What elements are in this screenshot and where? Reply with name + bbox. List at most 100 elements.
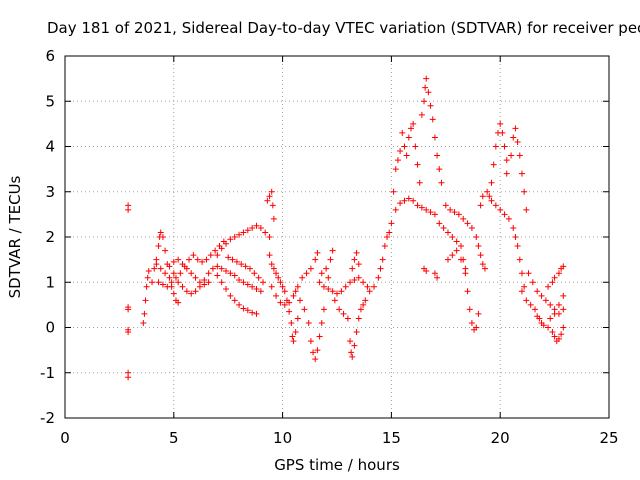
data-point: [312, 256, 319, 263]
y-tick-label: 6: [45, 47, 55, 65]
data-point: [212, 247, 219, 254]
data-point: [125, 374, 132, 381]
data-point: [188, 290, 195, 297]
data-point: [466, 306, 473, 313]
data-point: [377, 265, 384, 272]
data-point: [325, 286, 332, 293]
data-point: [340, 310, 347, 317]
data-point: [266, 252, 273, 259]
data-point: [510, 134, 517, 141]
data-point: [357, 306, 364, 313]
data-point: [166, 263, 173, 270]
data-point: [464, 288, 471, 295]
data-point: [246, 265, 253, 272]
data-point: [155, 243, 162, 250]
data-point: [375, 274, 382, 281]
data-point: [342, 283, 349, 290]
x-tick-label: 5: [169, 429, 179, 447]
data-point: [427, 209, 434, 216]
data-point: [516, 152, 523, 159]
data-point: [481, 265, 488, 272]
data-point: [205, 270, 212, 277]
data-point: [455, 211, 462, 218]
data-point: [353, 329, 360, 336]
data-point: [473, 324, 480, 331]
data-point: [201, 276, 208, 283]
data-point: [181, 263, 188, 270]
data-point: [460, 215, 467, 222]
data-point: [231, 234, 238, 240]
data-point: [168, 279, 175, 286]
data-point: [486, 193, 493, 200]
data-point: [316, 333, 323, 340]
data-point: [223, 286, 230, 293]
data-point: [421, 98, 428, 105]
data-point: [231, 272, 238, 279]
data-point: [164, 283, 171, 290]
data-point: [370, 283, 377, 290]
y-tick-label: 4: [45, 138, 55, 156]
data-point: [444, 256, 451, 263]
y-tick-label: 0: [45, 319, 55, 337]
data-point: [366, 288, 373, 295]
data-point: [179, 283, 186, 290]
x-axis-label: GPS time / hours: [274, 456, 400, 474]
data-point: [416, 179, 423, 186]
data-point: [288, 319, 295, 326]
data-point: [438, 179, 445, 186]
x-tick-label: 15: [382, 429, 401, 447]
data-point: [462, 265, 469, 272]
data-point: [159, 281, 166, 288]
data-point: [334, 290, 340, 297]
data-point: [475, 310, 482, 317]
tick-labels: 0 5 10 15 20 25 -2 -1 0 1 2 3 4 5 6: [40, 47, 619, 447]
data-point: [397, 148, 404, 155]
data-point: [516, 256, 523, 263]
data-point: [316, 279, 323, 286]
data-point: [305, 319, 312, 326]
data-point: [547, 315, 554, 322]
data-point: [294, 315, 301, 322]
data-point: [159, 234, 166, 240]
data-point: [292, 288, 299, 295]
data-point: [286, 308, 293, 315]
data-point: [453, 247, 460, 254]
data-point: [307, 265, 314, 272]
data-point: [431, 211, 438, 218]
data-point: [266, 193, 273, 200]
data-point: [225, 254, 232, 261]
data-point: [429, 116, 436, 123]
data-point: [425, 89, 432, 96]
data-point: [170, 258, 177, 265]
data-point: [492, 143, 499, 150]
data-point: [275, 274, 282, 281]
data-point: [434, 274, 441, 281]
data-point: [364, 283, 371, 290]
data-point: [162, 270, 169, 277]
data-point: [468, 319, 475, 326]
data-point: [405, 195, 412, 202]
data-point: [453, 238, 460, 245]
data-point: [297, 297, 304, 304]
y-axis-label: SDTVAR / TECUs: [6, 175, 24, 298]
data-point: [190, 252, 197, 259]
data-point: [351, 276, 358, 283]
data-point: [401, 143, 408, 150]
data-point: [257, 224, 264, 231]
data-point: [512, 234, 519, 240]
data-point: [289, 333, 296, 340]
data-point: [214, 272, 221, 279]
data-point: [196, 283, 203, 290]
data-point: [384, 234, 391, 240]
data-point: [501, 143, 508, 150]
data-point: [545, 324, 552, 331]
data-point: [227, 270, 234, 277]
y-tick-label: -2: [40, 409, 55, 427]
data-point: [236, 231, 243, 238]
data-point: [203, 256, 210, 263]
data-point: [542, 297, 549, 304]
data-point: [518, 170, 525, 177]
data-point: [508, 152, 515, 159]
data-point: [351, 342, 358, 349]
